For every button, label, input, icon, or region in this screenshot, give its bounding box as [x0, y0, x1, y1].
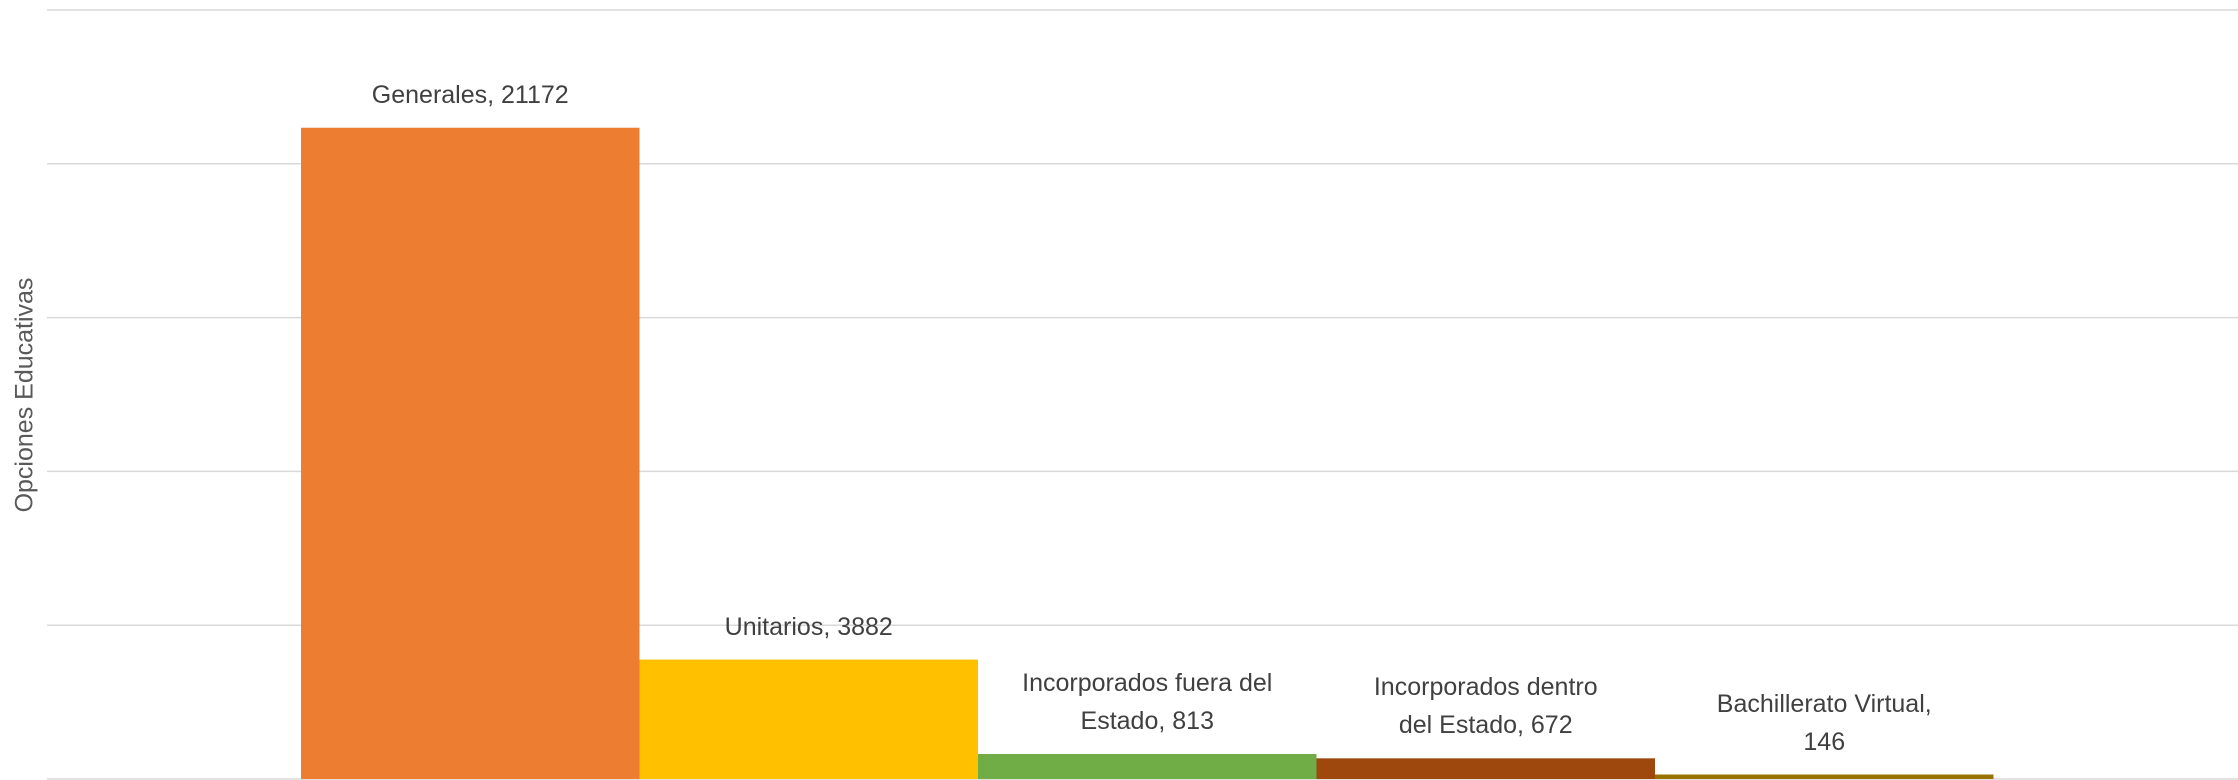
data-label: Unitarios, 3882: [724, 612, 893, 641]
bar: [1316, 758, 1655, 779]
bar: [978, 753, 1317, 779]
y-axis-title: Opciones Educativas: [11, 278, 39, 513]
data-label: Generales, 21172: [371, 80, 569, 109]
bar: [301, 127, 640, 780]
data-label: Incorporados dentro del Estado, 672: [1373, 673, 1598, 740]
data-label: Incorporados fuera del Estado, 813: [1022, 669, 1273, 735]
bar: [639, 659, 978, 779]
data-label: Bachillerato Virtual, 146: [1716, 689, 1932, 756]
bar: [1655, 774, 1994, 779]
